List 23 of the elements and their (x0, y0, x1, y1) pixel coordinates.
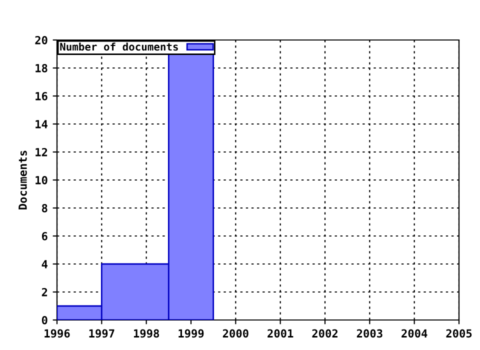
y-tick-label: 18 (36, 64, 48, 72)
x-tick-label: 1997 (89, 329, 114, 338)
x-tick-label: 2001 (268, 329, 294, 338)
x-tick-label: 1998 (134, 329, 160, 338)
y-tick-label: 6 (42, 232, 48, 240)
y-tick-label: 8 (42, 204, 48, 212)
y-tick-label: 0 (42, 316, 48, 324)
x-tick-label: 2004 (402, 329, 428, 338)
y-tick-label: 12 (36, 148, 48, 156)
x-tick-label: 2005 (446, 329, 472, 338)
y-tick-label: 14 (36, 120, 48, 128)
legend-label: Number of documents (60, 42, 178, 51)
y-axis-title: Documents (18, 150, 27, 210)
y-tick-label: 20 (35, 36, 48, 44)
y-tick-label: 10 (36, 176, 48, 184)
y-tick-label: 16 (36, 92, 48, 100)
y-tick-label: 4 (42, 260, 48, 268)
x-tick-label: 2003 (356, 329, 382, 338)
x-tick-label: 2002 (312, 329, 338, 338)
x-tick-label: 1996 (44, 329, 70, 338)
x-tick-label: 1999 (178, 329, 204, 338)
y-tick-label: 2 (42, 288, 48, 296)
x-tick-label: 2000 (222, 329, 248, 338)
